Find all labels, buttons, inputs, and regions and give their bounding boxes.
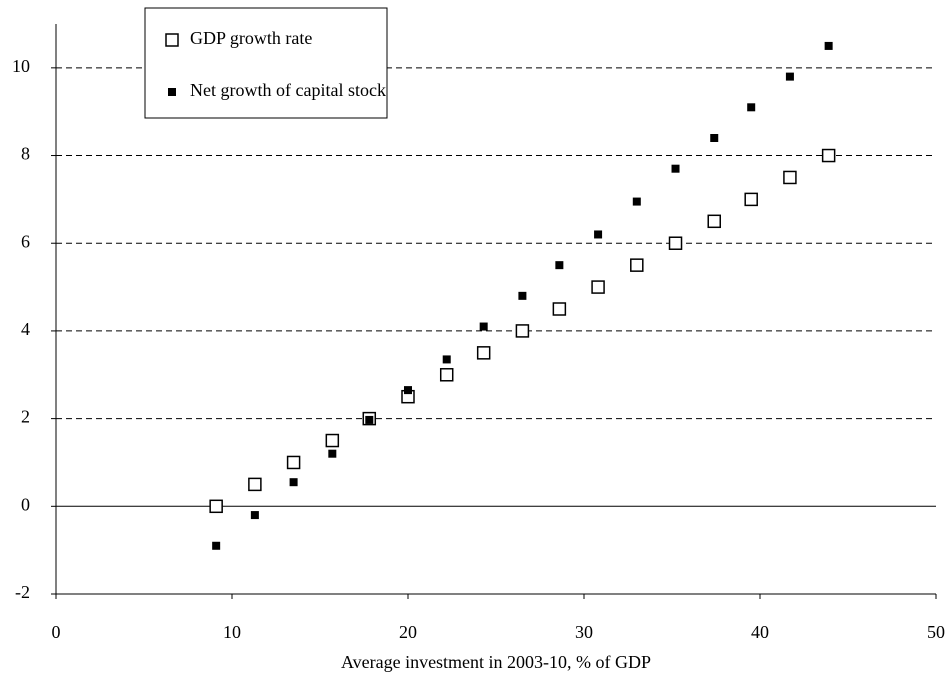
point	[824, 41, 833, 50]
y-tick-label: 6	[21, 231, 30, 251]
point	[594, 230, 603, 239]
legend: GDP growth rate Net growth of capital sto…	[144, 7, 388, 119]
point	[668, 236, 683, 250]
point	[250, 511, 259, 520]
point	[248, 477, 262, 492]
y-tick-label: -2	[15, 582, 30, 602]
point	[591, 280, 605, 294]
point	[632, 197, 641, 206]
x-tick-label: 0	[52, 622, 61, 642]
point	[555, 261, 564, 270]
point	[785, 72, 794, 81]
point	[630, 258, 644, 272]
point	[328, 449, 337, 458]
point	[404, 386, 412, 395]
point	[552, 302, 567, 316]
point	[365, 415, 374, 424]
point	[212, 541, 221, 550]
point	[286, 455, 301, 470]
x-tick-label: 50	[927, 622, 945, 642]
point	[744, 192, 758, 207]
point	[783, 170, 797, 185]
point	[515, 324, 530, 338]
point	[707, 214, 721, 229]
y-tick-label: 2	[21, 407, 30, 427]
point	[442, 355, 451, 364]
legend-marker	[168, 88, 176, 96]
x-tick-label: 30	[575, 622, 593, 642]
point	[747, 103, 756, 112]
x-tick-label: 40	[751, 622, 769, 642]
point	[209, 499, 223, 514]
point	[289, 478, 298, 487]
y-tick-label: 10	[12, 56, 30, 76]
legend-box	[144, 7, 388, 119]
point	[518, 291, 527, 300]
y-tick-label: 4	[21, 319, 30, 339]
legend-label: GDP growth rate	[190, 28, 312, 48]
point	[671, 164, 680, 173]
y-tick-label: 0	[21, 494, 30, 514]
x-tick-label: 10	[223, 622, 241, 642]
y-tick-label: 8	[21, 144, 30, 164]
point	[325, 433, 340, 448]
point	[710, 134, 719, 142]
point	[821, 148, 836, 163]
point	[439, 368, 454, 382]
point	[476, 346, 491, 360]
x-axis-label: Average investment in 2003-10, % of GDP	[341, 652, 651, 672]
legend-label: Net growth of capital stock	[190, 80, 386, 100]
legend-marker	[165, 33, 179, 47]
x-tick-label: 20	[399, 622, 417, 642]
point	[479, 322, 488, 331]
